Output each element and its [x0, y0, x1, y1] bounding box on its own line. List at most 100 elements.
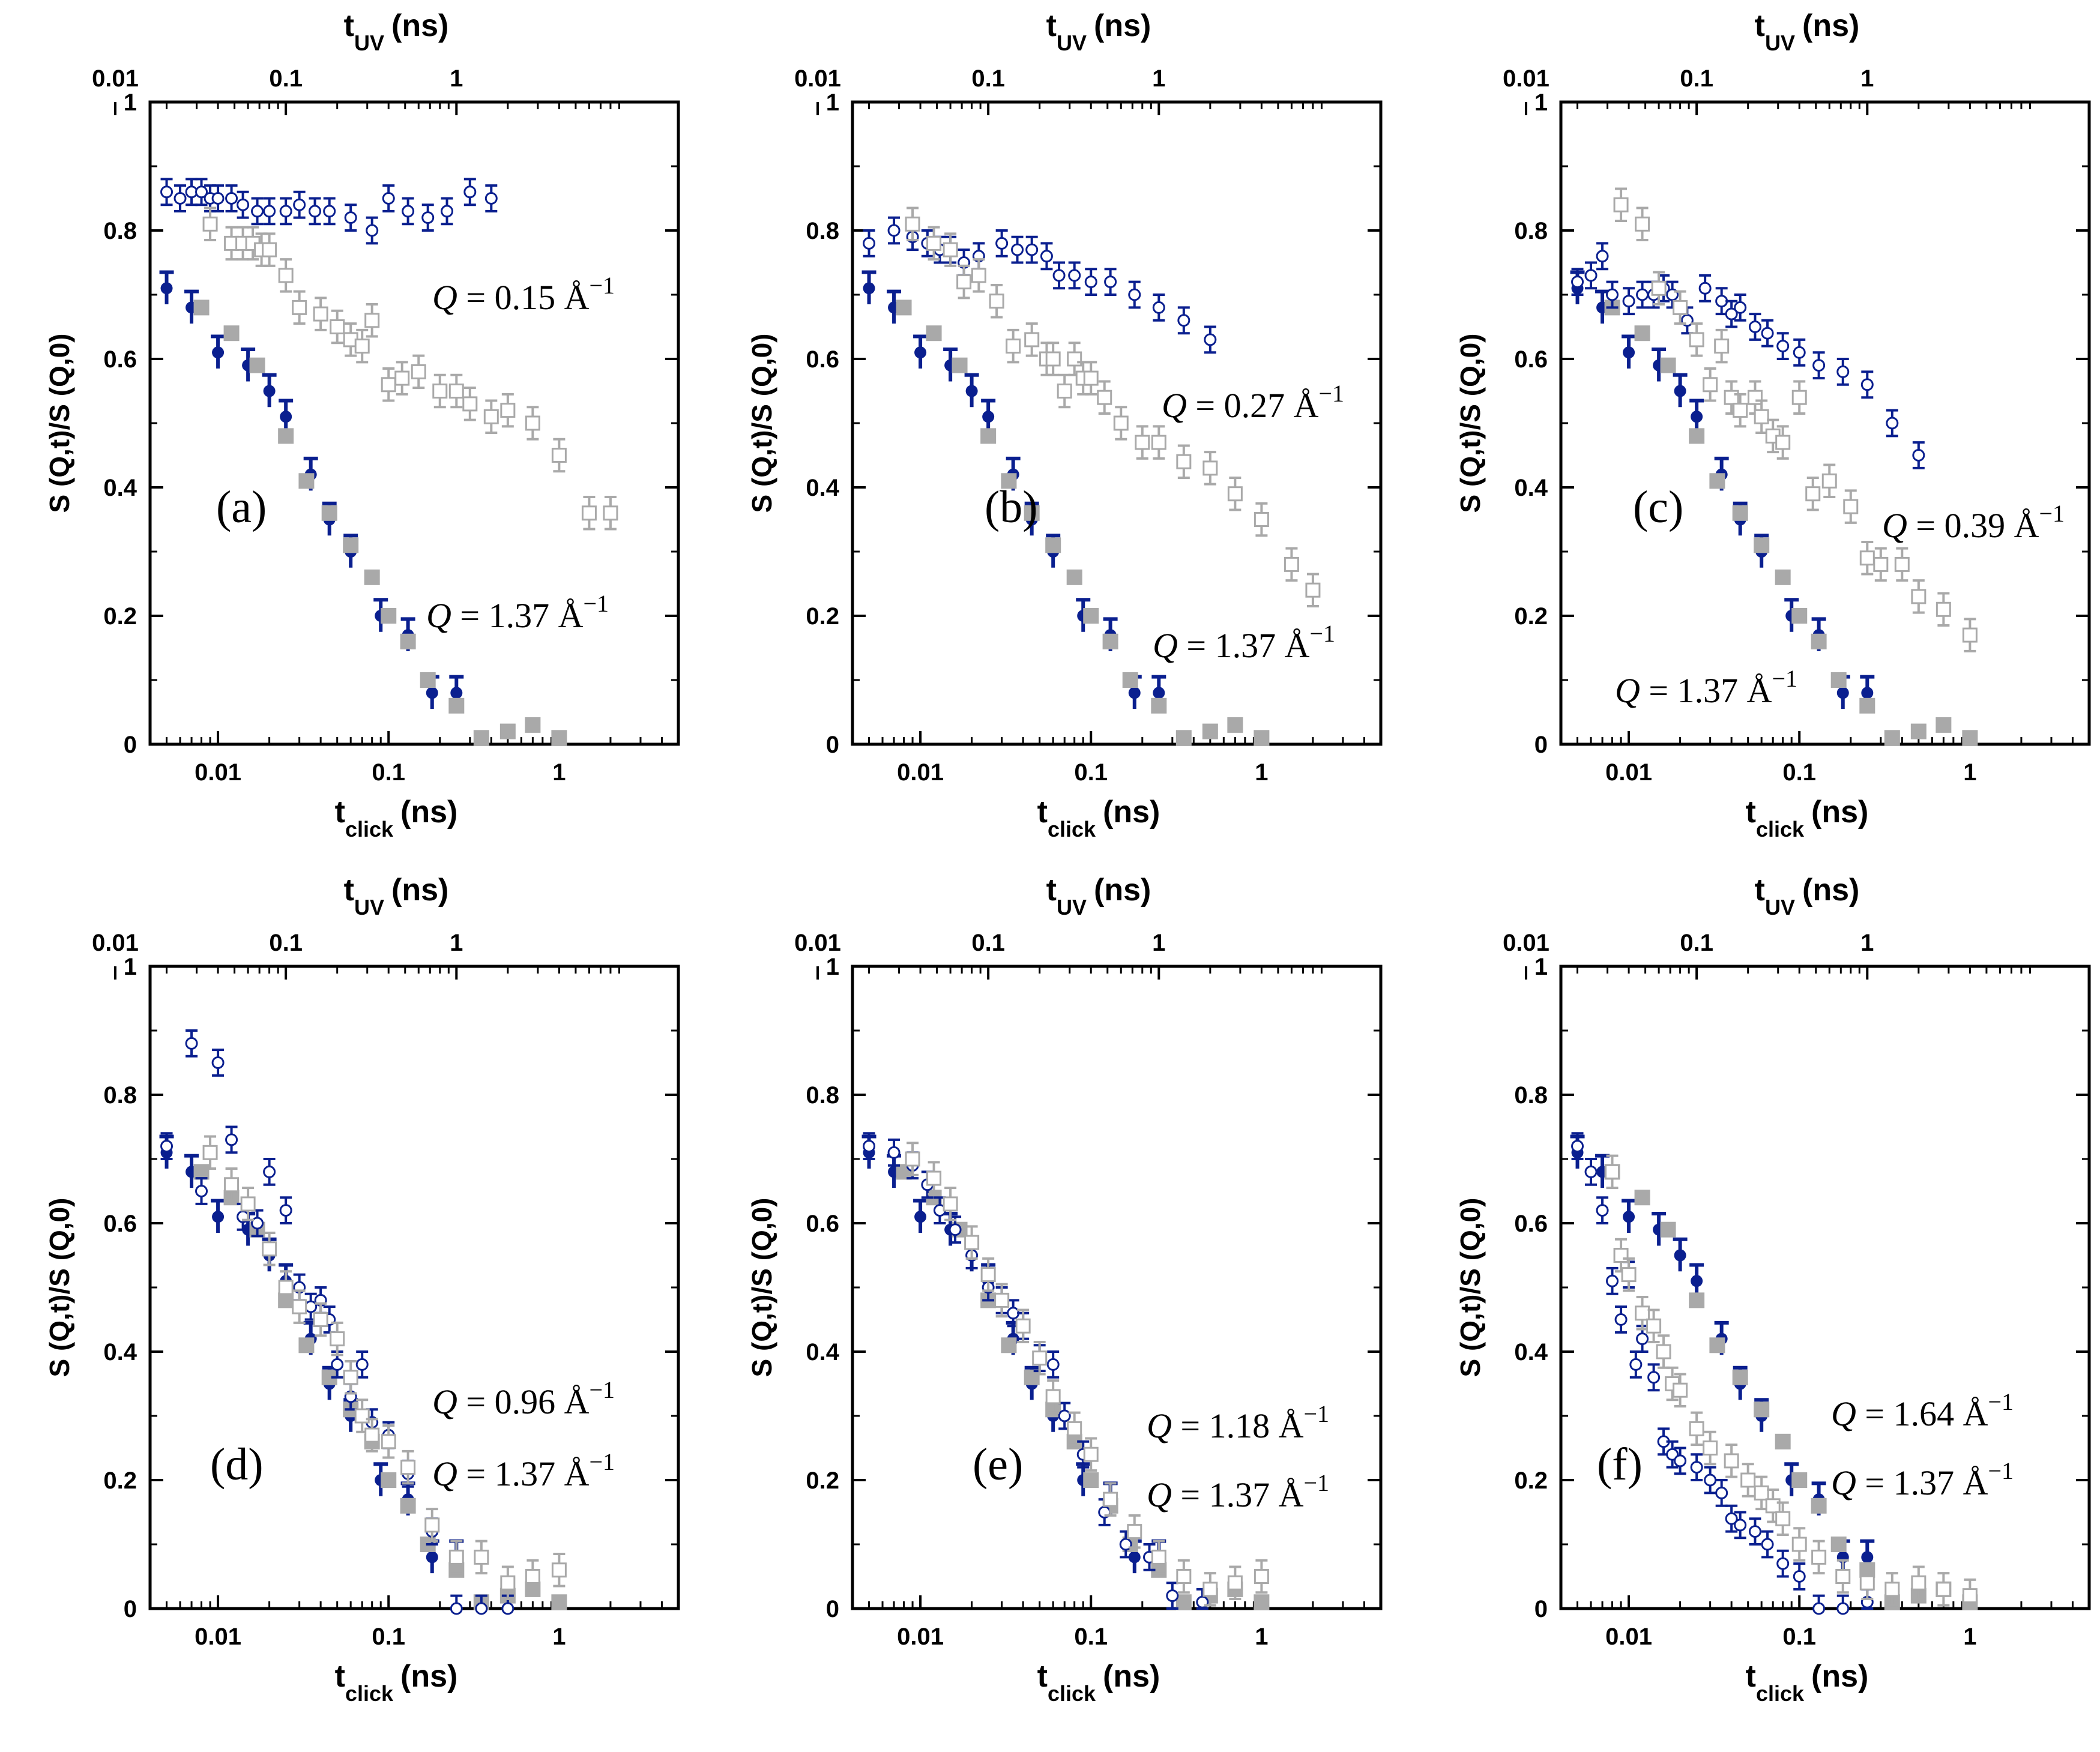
data-point — [943, 1196, 958, 1212]
data-point — [1912, 449, 1925, 462]
series-light-square — [1604, 300, 1978, 746]
data-point — [896, 300, 912, 316]
data-point — [500, 403, 516, 418]
data-point — [343, 537, 359, 553]
data-point — [251, 1217, 264, 1230]
data-point — [1006, 339, 1021, 354]
data-point — [381, 377, 396, 393]
data-point — [1152, 301, 1165, 314]
y-tick-label: 0.6 — [103, 1211, 137, 1237]
y-tick-label: 0.8 — [1514, 218, 1548, 244]
data-point — [926, 1170, 942, 1186]
y-tick-label: 0.4 — [806, 475, 839, 501]
data-point — [411, 364, 426, 379]
y-tick-label: 0.4 — [1514, 475, 1548, 501]
data-point — [1674, 385, 1686, 397]
data-point — [381, 1472, 397, 1488]
series-dark-filled — [159, 270, 464, 709]
data-point — [1254, 730, 1270, 746]
data-point — [1660, 357, 1676, 373]
data-point — [1634, 325, 1650, 342]
data-point — [1083, 608, 1099, 624]
series-light-square — [1604, 1164, 1978, 1610]
data-point — [501, 1602, 514, 1615]
series-dark-filled — [1570, 1134, 1875, 1574]
data-point — [1859, 1575, 1875, 1591]
x-top-tick-label: 0.1 — [269, 65, 303, 92]
y-tick-label: 0.8 — [103, 1082, 137, 1109]
data-point — [1860, 378, 1874, 391]
data-point — [354, 339, 370, 354]
data-point — [225, 192, 238, 205]
data-point — [1651, 280, 1667, 296]
data-point — [1715, 295, 1728, 308]
data-point — [1596, 250, 1609, 263]
series-dark-open — [863, 216, 1217, 354]
data-point — [1690, 1461, 1703, 1474]
data-point — [402, 205, 415, 218]
data-point — [381, 608, 397, 624]
data-point — [1732, 505, 1748, 521]
data-point — [1151, 697, 1167, 714]
x-top-tick-label: 0.01 — [794, 930, 841, 956]
y-axis-title: S (Q,t)/S (Q,0) — [1455, 334, 1486, 513]
q-annotation: Q = 0.15 Å−1 — [432, 272, 615, 317]
data-point — [280, 411, 292, 423]
x-top-tick-label: 0.1 — [1680, 65, 1713, 92]
data-point — [1084, 275, 1097, 289]
data-point — [1227, 486, 1243, 502]
data-point — [914, 346, 927, 359]
data-point — [1836, 1602, 1850, 1615]
x-axis-title-bottom: tclick (ns) — [335, 1659, 458, 1706]
x-tick-label: 1 — [1963, 1624, 1976, 1650]
data-point — [292, 1299, 307, 1314]
data-point — [160, 1140, 173, 1153]
y-tick-label: 1 — [1534, 89, 1548, 116]
x-tick-label: 1 — [1255, 759, 1268, 786]
data-point — [980, 428, 997, 444]
data-point — [1884, 730, 1900, 746]
data-point — [193, 300, 210, 316]
data-point — [160, 185, 173, 199]
panel-label: (f) — [1597, 1439, 1643, 1490]
data-point — [1776, 1557, 1790, 1570]
data-point — [1045, 537, 1061, 553]
x-tick-label: 0.01 — [195, 759, 241, 786]
data-point — [251, 205, 264, 218]
data-point — [212, 1211, 225, 1223]
series-light-square — [896, 300, 1270, 746]
data-point — [1103, 1492, 1118, 1507]
data-point — [1703, 1440, 1718, 1455]
data-point — [1733, 403, 1748, 418]
data-point — [863, 1140, 876, 1153]
data-point — [1715, 1486, 1728, 1499]
x-top-tick-label: 1 — [450, 65, 463, 92]
data-point — [1725, 1512, 1738, 1525]
y-tick-label: 0.6 — [103, 346, 137, 373]
data-point — [1698, 281, 1712, 295]
data-point — [1674, 1454, 1687, 1468]
y-tick-label: 0.4 — [103, 475, 137, 501]
data-point — [1066, 569, 1082, 585]
q-annotation: Q = 1.18 Å−1 — [1147, 1400, 1329, 1445]
data-point — [499, 723, 516, 739]
data-point — [382, 192, 395, 205]
data-point — [1202, 723, 1218, 739]
series-light-open — [202, 1135, 567, 1600]
data-point — [1227, 1575, 1243, 1591]
data-point — [330, 319, 345, 334]
x-top-tick-label: 1 — [1152, 930, 1165, 956]
y-tick-label: 0.8 — [806, 1082, 839, 1109]
data-point — [1791, 1472, 1808, 1488]
data-point — [483, 409, 499, 424]
data-point — [1748, 1525, 1761, 1538]
data-point — [1709, 473, 1725, 489]
data-point — [1254, 512, 1269, 527]
series-light-open — [202, 206, 618, 531]
data-point — [1128, 1551, 1141, 1564]
data-point — [473, 730, 489, 746]
data-point — [1622, 295, 1635, 308]
data-point — [1724, 390, 1739, 405]
